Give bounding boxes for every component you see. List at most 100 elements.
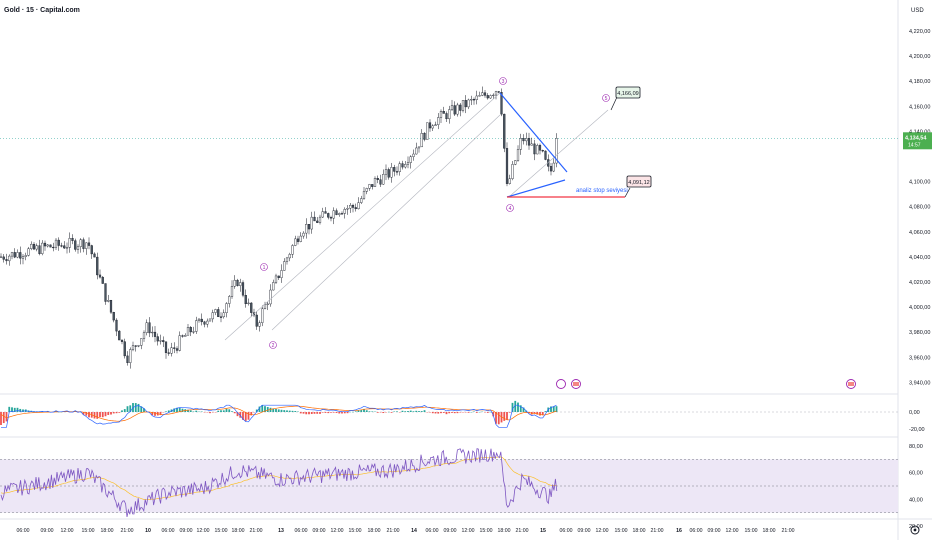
- event-icons[interactable]: [556, 379, 856, 389]
- candle-body[interactable]: [514, 160, 517, 165]
- candle-body[interactable]: [525, 138, 528, 142]
- candle-body[interactable]: [310, 216, 313, 230]
- wave-3-marker[interactable]: [499, 77, 507, 85]
- candle-body[interactable]: [409, 156, 412, 163]
- candle-body[interactable]: [222, 312, 225, 318]
- candle-body[interactable]: [54, 239, 58, 248]
- candle-body[interactable]: [404, 164, 407, 168]
- candle-body[interactable]: [13, 252, 16, 258]
- candle-body[interactable]: [329, 217, 333, 219]
- candle-body[interactable]: [200, 318, 203, 323]
- candle-body[interactable]: [46, 244, 49, 247]
- candle-body[interactable]: [439, 111, 443, 118]
- candle-body[interactable]: [266, 303, 269, 305]
- candle-body[interactable]: [90, 245, 93, 255]
- candle-body[interactable]: [417, 146, 421, 149]
- candle-body[interactable]: [24, 255, 27, 257]
- event-flag-icon[interactable]: [556, 379, 566, 389]
- candle-body[interactable]: [492, 94, 495, 97]
- candle-body[interactable]: [379, 179, 382, 185]
- candle-body[interactable]: [241, 282, 245, 296]
- candle-body[interactable]: [184, 335, 187, 337]
- candle-body[interactable]: [126, 355, 129, 363]
- candle-body[interactable]: [197, 318, 201, 321]
- candle-body[interactable]: [173, 347, 176, 349]
- elliott-wave-labels[interactable]: 1 2 3 4 5: [260, 77, 610, 350]
- candle-body[interactable]: [129, 349, 132, 363]
- candle-body[interactable]: [35, 245, 38, 250]
- candle-body[interactable]: [555, 138, 558, 164]
- candle-body[interactable]: [65, 247, 69, 249]
- macd-pane[interactable]: [0, 400, 898, 428]
- candle-body[interactable]: [41, 242, 44, 254]
- candle-body[interactable]: [494, 91, 498, 96]
- candle-body[interactable]: [118, 330, 121, 341]
- candle-body[interactable]: [387, 169, 390, 178]
- candle-body[interactable]: [313, 216, 316, 222]
- candle-body[interactable]: [533, 143, 536, 155]
- candle-body[interactable]: [500, 91, 503, 115]
- candle-body[interactable]: [208, 318, 212, 322]
- candle-body[interactable]: [401, 163, 404, 168]
- candle-body[interactable]: [373, 178, 377, 187]
- candle-body[interactable]: [459, 104, 462, 111]
- candle-body[interactable]: [467, 99, 470, 108]
- candle-body[interactable]: [63, 245, 66, 249]
- candle-body[interactable]: [32, 243, 36, 250]
- candle-body[interactable]: [368, 184, 371, 189]
- candle-body[interactable]: [134, 345, 137, 347]
- candle-body[interactable]: [351, 205, 355, 208]
- candle-body[interactable]: [453, 105, 456, 115]
- candle-body[interactable]: [406, 162, 410, 165]
- candle-body[interactable]: [536, 145, 539, 155]
- candle-body[interactable]: [0, 256, 3, 258]
- candle-body[interactable]: [327, 213, 330, 218]
- candle-body[interactable]: [71, 238, 74, 241]
- candle-body[interactable]: [291, 245, 294, 255]
- candle-body[interactable]: [316, 220, 319, 223]
- candle-body[interactable]: [228, 296, 231, 304]
- candle-body[interactable]: [38, 245, 41, 254]
- candle-body[interactable]: [357, 202, 360, 210]
- candle-body[interactable]: [423, 133, 426, 140]
- candle-body[interactable]: [412, 153, 415, 157]
- candle-body[interactable]: [442, 111, 445, 114]
- candle-body[interactable]: [288, 254, 291, 259]
- candle-body[interactable]: [332, 210, 335, 219]
- candle-body[interactable]: [530, 143, 533, 146]
- candle-body[interactable]: [170, 347, 173, 354]
- candle-body[interactable]: [346, 208, 349, 210]
- candle-body[interactable]: [450, 105, 454, 110]
- macd-line[interactable]: [1, 404, 557, 428]
- candle-body[interactable]: [211, 312, 214, 320]
- candle-body[interactable]: [307, 224, 311, 230]
- candle-body[interactable]: [195, 320, 198, 332]
- candle-body[interactable]: [2, 256, 5, 260]
- price-axis[interactable]: 4,220,004,200,004,180,004,160,004,140,00…: [909, 29, 930, 386]
- candle-body[interactable]: [192, 331, 195, 333]
- stop-callout[interactable]: 4,091,12: [624, 175, 652, 198]
- candle-body[interactable]: [239, 282, 242, 286]
- candle-body[interactable]: [393, 167, 396, 172]
- candle-body[interactable]: [519, 138, 522, 150]
- upper-trendline[interactable]: [499, 92, 568, 173]
- candle-body[interactable]: [461, 100, 465, 111]
- candle-body[interactable]: [68, 238, 71, 248]
- candle-body[interactable]: [159, 340, 162, 342]
- candle-body[interactable]: [508, 178, 511, 184]
- candle-body[interactable]: [107, 300, 110, 302]
- candle-body[interactable]: [489, 95, 492, 99]
- candle-body[interactable]: [354, 207, 357, 210]
- candle-body[interactable]: [299, 235, 302, 242]
- candle-body[interactable]: [481, 92, 484, 96]
- candle-body[interactable]: [544, 150, 547, 160]
- target-callout[interactable]: 4,166,09: [610, 86, 641, 111]
- candle-body[interactable]: [527, 138, 531, 146]
- candle-body[interactable]: [145, 322, 148, 333]
- lower-trendline[interactable]: [506, 179, 566, 198]
- candle-body[interactable]: [280, 270, 283, 278]
- candle-body[interactable]: [85, 242, 88, 249]
- candle-body[interactable]: [27, 248, 30, 256]
- candle-body[interactable]: [186, 327, 190, 336]
